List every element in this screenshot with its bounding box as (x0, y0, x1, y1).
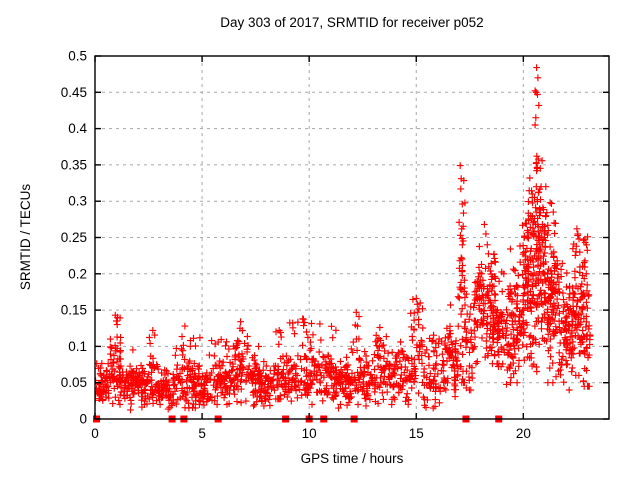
x-tick-label: 20 (516, 426, 531, 441)
x-tick-label: 15 (409, 426, 424, 441)
x-tick-label: 0 (91, 426, 99, 441)
y-tick-label: 0.1 (68, 339, 87, 354)
scatter-plus-markers (95, 64, 594, 414)
y-tick-label: 0.4 (68, 121, 87, 136)
y-tick-label: 0.25 (61, 230, 87, 245)
chart-title: Day 303 of 2017, SRMTID for receiver p05… (220, 15, 483, 30)
y-tick-label: 0.3 (68, 194, 87, 209)
axis-frame (94, 55, 610, 420)
y-tick-label: 0 (79, 412, 87, 427)
y-tick-label: 0.5 (68, 49, 87, 64)
y-tick-label: 0.2 (68, 266, 87, 281)
x-axis-label: GPS time / hours (301, 451, 404, 466)
y-axis-label: SRMTID / TECUs (18, 184, 33, 291)
scatter-series (95, 64, 594, 414)
x-tick-label: 5 (198, 426, 206, 441)
y-tick-label: 0.45 (61, 85, 87, 100)
y-tick-label: 0.05 (61, 375, 87, 390)
x-tick-label: 10 (302, 426, 317, 441)
y-tick-label: 0.35 (61, 157, 87, 172)
tick-labels: 0 5 10 15 20 0 0.05 0.1 0.15 0.2 0.25 0.3 0.35 0.4 0.4… (61, 49, 531, 442)
y-tick-label: 0.15 (61, 303, 87, 318)
